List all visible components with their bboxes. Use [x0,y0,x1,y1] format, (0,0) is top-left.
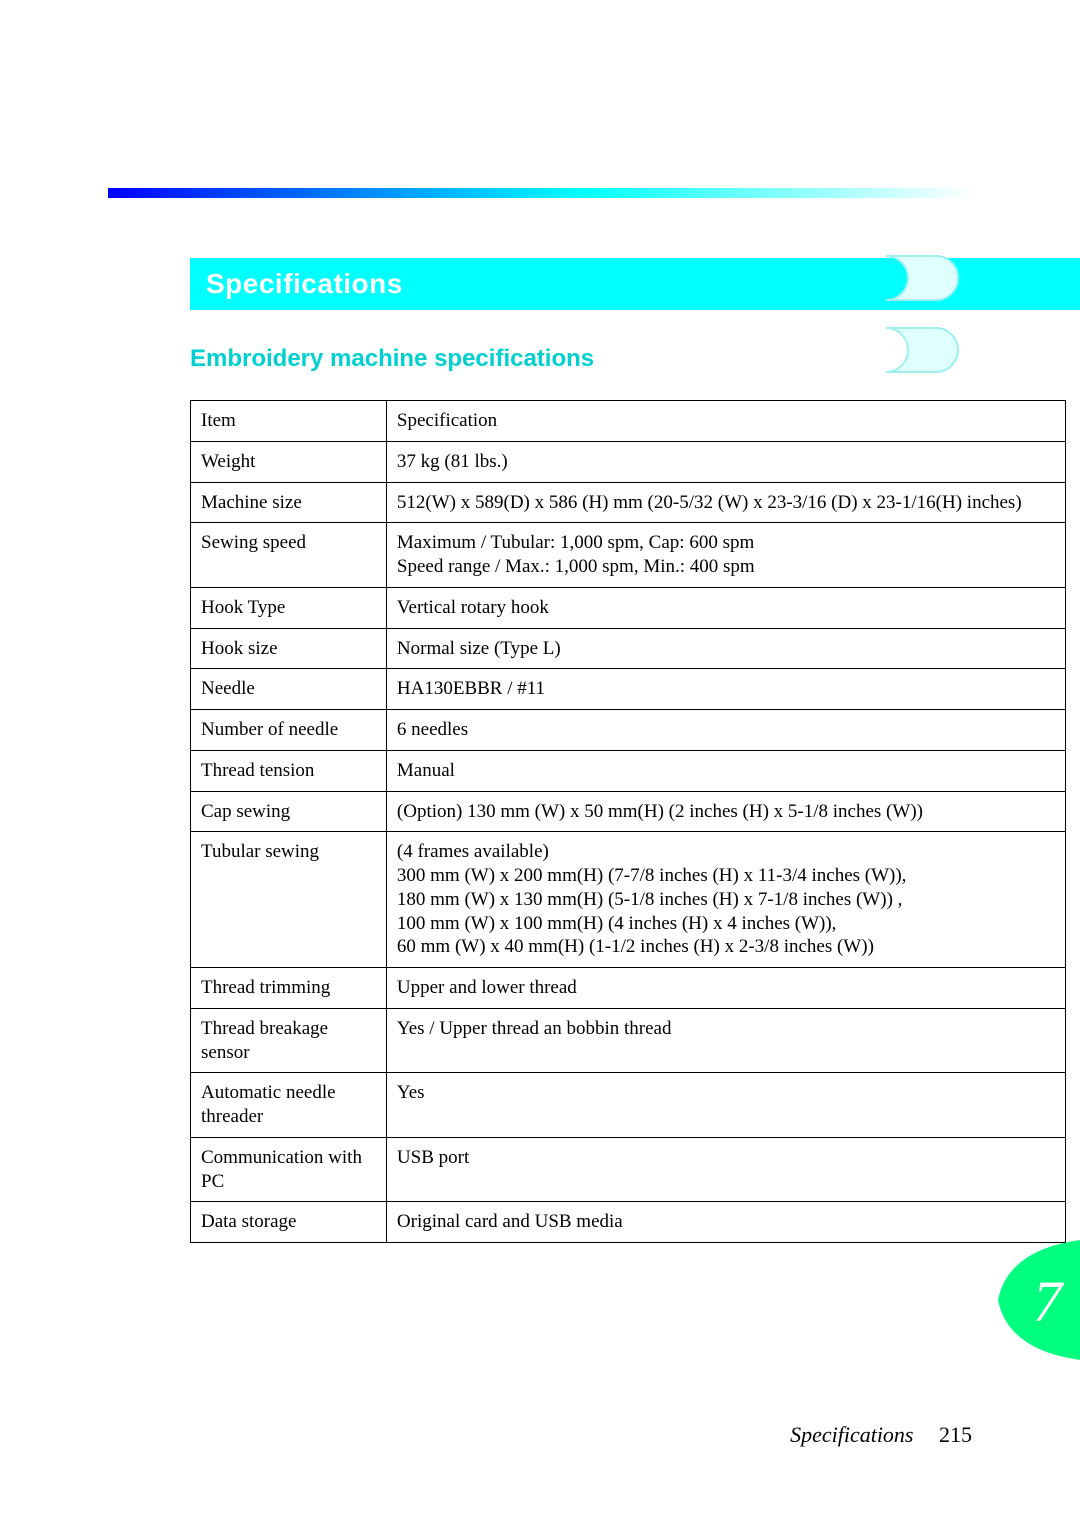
table-cell-spec: 512(W) x 589(D) x 586 (H) mm (20-5/32 (W… [386,482,1065,523]
footer-section-name: Specifications [790,1422,913,1447]
table-row: Thread tensionManual [191,750,1066,791]
section-tab-icon [886,248,972,308]
table-cell-item: Cap sewing [191,791,387,832]
table-cell-spec: 6 needles [386,710,1065,751]
page-footer: Specifications 215 [790,1422,972,1448]
table-cell-spec: Manual [386,750,1065,791]
table-header-row: ItemSpecification [191,401,1066,442]
header-gradient-bar [108,188,972,198]
table-row: Automatic needle threaderYes [191,1073,1066,1138]
table-row: Thread trimmingUpper and lower thread [191,968,1066,1009]
table-cell-spec: 37 kg (81 lbs.) [386,441,1065,482]
table-cell-item: Number of needle [191,710,387,751]
table-row: Cap sewing(Option) 130 mm (W) x 50 mm(H)… [191,791,1066,832]
table-cell-spec: (4 frames available)300 mm (W) x 200 mm(… [386,832,1065,968]
specifications-table: ItemSpecificationWeight37 kg (81 lbs.)Ma… [190,400,1066,1243]
table-cell-item: Hook size [191,628,387,669]
page: Specifications Embroidery machine specif… [0,0,1080,1528]
table-cell-item: Thread tension [191,750,387,791]
chapter-number: 7 [1033,1268,1062,1335]
table-cell-item: Tubular sewing [191,832,387,968]
section-tabs [886,248,972,392]
table-row: Hook TypeVertical rotary hook [191,587,1066,628]
table-cell-spec: USB port [386,1137,1065,1202]
section-tab-icon [886,320,972,380]
table-cell-spec: Yes [386,1073,1065,1138]
table-cell-item: Automatic needle threader [191,1073,387,1138]
table-cell-item: Thread trimming [191,968,387,1009]
table-row: Communication with PCUSB port [191,1137,1066,1202]
table-row: Sewing speedMaximum / Tubular: 1,000 spm… [191,523,1066,588]
table-cell-item: Item [191,401,387,442]
table-cell-spec: HA130EBBR / #11 [386,669,1065,710]
table-cell-item: Data storage [191,1202,387,1243]
table-cell-spec: Normal size (Type L) [386,628,1065,669]
table-cell-item: Sewing speed [191,523,387,588]
table-cell-spec: Maximum / Tubular: 1,000 spm, Cap: 600 s… [386,523,1065,588]
table-row: NeedleHA130EBBR / #11 [191,669,1066,710]
table-cell-item: Thread breakage sensor [191,1008,387,1073]
table-cell-item: Machine size [191,482,387,523]
table-cell-spec: (Option) 130 mm (W) x 50 mm(H) (2 inches… [386,791,1065,832]
table-cell-item: Needle [191,669,387,710]
table-cell-spec: Upper and lower thread [386,968,1065,1009]
table-cell-spec: Vertical rotary hook [386,587,1065,628]
table-cell-spec: Specification [386,401,1065,442]
table-row: Hook sizeNormal size (Type L) [191,628,1066,669]
table-cell-spec: Original card and USB media [386,1202,1065,1243]
table-row: Thread breakage sensorYes / Upper thread… [191,1008,1066,1073]
table-cell-item: Weight [191,441,387,482]
table-row: Tubular sewing(4 frames available)300 mm… [191,832,1066,968]
table-row: Machine size512(W) x 589(D) x 586 (H) mm… [191,482,1066,523]
table-row: Number of needle6 needles [191,710,1066,751]
table-row: Data storageOriginal card and USB media [191,1202,1066,1243]
footer-page-number: 215 [939,1422,972,1447]
table-cell-item: Communication with PC [191,1137,387,1202]
chapter-number-tab: 7 [998,1240,1080,1360]
section-subtitle: Embroidery machine specifications [190,345,594,373]
table-cell-spec: Yes / Upper thread an bobbin thread [386,1008,1065,1073]
table-cell-item: Hook Type [191,587,387,628]
table-row: Weight37 kg (81 lbs.) [191,441,1066,482]
